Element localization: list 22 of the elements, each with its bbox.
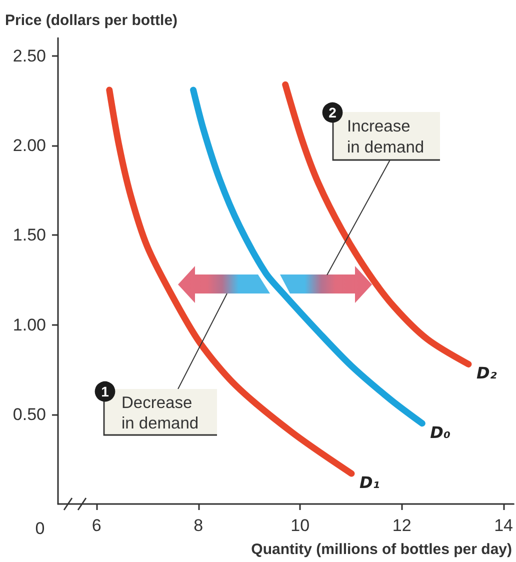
annotation: Increase in demand (347, 118, 424, 156)
annotation: 1 (101, 384, 110, 400)
series-label: D₂ (476, 364, 497, 383)
y-tick-label: 1.50 (12, 226, 46, 245)
x-tick-label: 12 (392, 516, 412, 535)
x-tick-label: 8 (194, 516, 204, 535)
x-tick-label: 10 (290, 516, 310, 535)
y-axis-title: Price (dollars per bottle) (5, 12, 178, 29)
y-tick-label: 0.50 (12, 404, 46, 424)
number-badge: 1 (94, 381, 116, 402)
y-tick-label: 2.00 (12, 136, 46, 156)
series-label: D₀ (430, 422, 450, 442)
x-axis-title: Quantity (millions of bottles per day) (251, 541, 512, 558)
x-tick-label: 14 (494, 516, 514, 535)
y-tick-label: 2.50 (12, 46, 46, 66)
series-label: D₁ (359, 473, 380, 492)
text: 0 (35, 519, 45, 538)
annotation: Decrease in demand (122, 394, 199, 432)
y-tick-label: 1.00 (12, 315, 46, 334)
x-tick-label: 6 (92, 516, 102, 535)
number-badge: 2 (322, 102, 343, 123)
annotation: 2 (328, 104, 337, 120)
